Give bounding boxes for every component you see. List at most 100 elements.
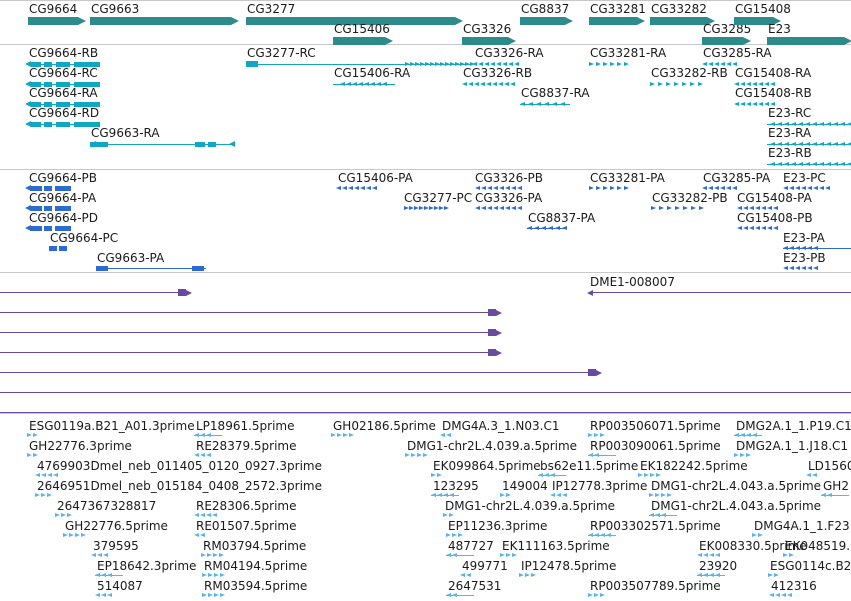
est-label: 2646951Dmel_neb_015184_0408_2572.3prime [37,479,322,493]
est-intron[interactable] [821,495,849,496]
protein-exon[interactable] [55,205,71,211]
arrow-left-icon [493,185,498,190]
alignment-hit[interactable] [0,392,851,393]
transcript-exon[interactable] [90,141,108,147]
alignment-label: DME1-008007 [590,275,675,289]
gene-feature[interactable] [520,17,565,25]
est-intron[interactable] [446,555,474,556]
est-intron[interactable] [588,455,616,456]
gene-feature[interactable] [90,17,231,25]
protein-exon[interactable] [55,185,71,191]
transcript-exon[interactable] [195,141,205,147]
est-intron[interactable] [649,515,677,516]
gene-feature[interactable] [462,37,508,45]
arrow-left-icon [715,552,720,557]
est-label: 2647531 [448,579,502,593]
alignment-block[interactable] [488,309,496,316]
est-label: RP003506071.5prime [590,419,721,433]
alignment-block[interactable] [488,349,496,356]
arrow-left-icon [812,141,817,146]
transcript-intron[interactable] [28,124,74,125]
est-intron[interactable] [95,575,123,576]
gene-feature[interactable] [28,17,78,25]
transcript-exon[interactable] [208,141,216,147]
transcript-intron[interactable] [28,64,74,65]
arrow-left-icon [703,552,708,557]
transcript-exon[interactable] [74,121,100,127]
arrow-right-icon [500,552,505,557]
protein-exon[interactable] [30,225,42,231]
arrow-left-icon [833,161,838,166]
arrow-left-icon [200,452,205,457]
arrow-right-icon [231,17,239,25]
arrow-left-icon [708,61,713,66]
arrow-left-icon [819,141,824,146]
protein-exon[interactable] [59,245,67,251]
gene-feature[interactable] [650,17,707,25]
protein-exon[interactable] [30,205,42,211]
alignment-block[interactable] [488,329,496,336]
transcript-intron[interactable] [520,104,570,105]
alignment-block[interactable] [588,369,596,376]
transcript-intron[interactable] [28,104,74,105]
arrow-right-icon [698,81,703,86]
gene-feature[interactable] [734,17,773,25]
alignment-hit[interactable] [0,352,500,353]
gene-feature[interactable] [767,37,844,45]
est-label: DMG2A.1_1.J18.C1 [736,439,849,453]
est-intron[interactable] [446,595,474,596]
alignment-hit[interactable] [0,372,600,373]
transcript-exon[interactable] [74,61,100,67]
protein-exon[interactable] [49,245,57,251]
transcript-exon[interactable] [74,81,100,87]
est-intron[interactable] [588,535,616,536]
alignment-block[interactable] [178,289,186,296]
est-label: DMG1-chr2L.4.043.a.5prime [651,499,822,513]
alignment-hit[interactable] [0,312,500,313]
arrow-left-icon [212,512,217,517]
arrow-left-icon [562,225,567,230]
arrow-left-icon [588,532,593,537]
arrow-left-icon [840,121,845,126]
arrow-left-icon [594,532,599,537]
transcript-exon[interactable] [246,61,258,67]
protein-exon[interactable] [44,225,52,231]
protein-exon[interactable] [192,265,204,271]
alignment-hit[interactable] [0,332,500,333]
alignment-hit[interactable] [0,292,190,293]
arrow-left-icon [95,592,100,597]
gene-feature[interactable] [702,37,743,45]
arrow-left-icon [795,185,800,190]
arrow-left-icon [770,141,775,146]
transcript-intron[interactable] [90,144,235,145]
est-intron[interactable] [194,435,222,436]
arrow-left-icon [821,492,826,497]
est-intron[interactable] [697,575,725,576]
protein-exon[interactable] [44,205,52,211]
transcript-intron[interactable] [28,84,74,85]
track-separator [0,44,851,45]
protein-exon[interactable] [44,185,52,191]
protein-intron[interactable] [527,228,567,229]
transcript-intron[interactable] [246,64,471,65]
protein-exon[interactable] [55,225,71,231]
arrow-left-icon [466,572,471,577]
transcript-exon[interactable] [74,101,100,107]
protein-exon[interactable] [30,185,42,191]
est-intron[interactable] [734,435,762,436]
gene-feature[interactable] [589,17,637,25]
alignment-hit[interactable] [0,412,851,413]
arrow-right-icon [343,432,348,437]
est-intron[interactable] [431,495,459,496]
gene-feature[interactable] [333,37,385,45]
arrow-left-icon [510,81,515,86]
protein-exon[interactable] [96,265,108,271]
est-label: DMG4A.3_1.N03.C1 [442,419,560,433]
alignment-hit[interactable] [589,292,851,293]
protein-label: CG9664-PD [29,211,99,225]
gene-feature[interactable] [246,17,455,25]
arrow-right-icon [55,512,60,517]
protein-intron[interactable] [96,268,206,269]
arrow-right-icon [656,472,661,477]
est-intron[interactable] [538,475,566,476]
